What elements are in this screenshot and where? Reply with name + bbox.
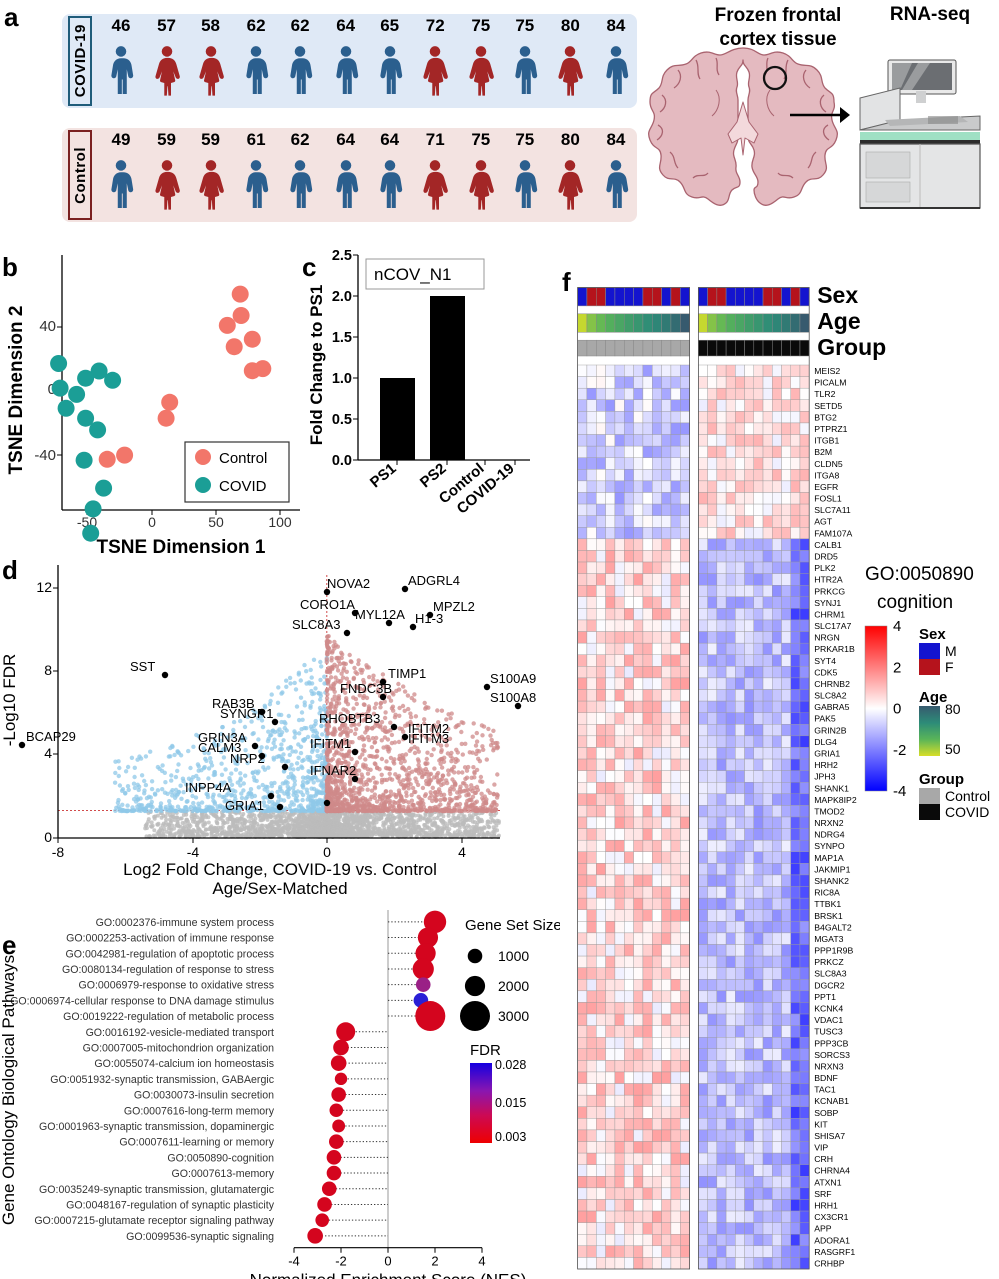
- svg-text:TSNE Dimension 2: TSNE Dimension 2: [6, 306, 27, 475]
- svg-text:GO:0007215-glutamate receptor: GO:0007215-glutamate receptor signaling …: [34, 1215, 274, 1227]
- svg-text:PICALM: PICALM: [814, 378, 846, 388]
- svg-text:INPP4A: INPP4A: [185, 780, 232, 795]
- svg-text:NRP2: NRP2: [230, 751, 265, 766]
- svg-text:0: 0: [323, 844, 331, 860]
- svg-text:0: 0: [384, 1254, 391, 1269]
- svg-text:GO:0007005-mitochondrion organ: GO:0007005-mitochondrion organization: [83, 1042, 275, 1054]
- svg-text:CORO1A: CORO1A: [300, 597, 355, 612]
- svg-text:-40: -40: [34, 447, 56, 464]
- svg-text:IFITM1: IFITM1: [310, 736, 351, 751]
- svg-text:GO:0006974-cellular response t: GO:0006974-cellular response to DNA dama…: [10, 995, 274, 1007]
- svg-text:0.028: 0.028: [495, 1058, 526, 1072]
- svg-text:0.015: 0.015: [495, 1096, 526, 1110]
- svg-text:BCAP29: BCAP29: [26, 729, 76, 744]
- svg-text:IFNAR2: IFNAR2: [310, 763, 356, 778]
- svg-text:FNDC3B: FNDC3B: [340, 681, 392, 696]
- svg-text:0: 0: [148, 514, 156, 530]
- svg-text:nCOV_N1: nCOV_N1: [374, 265, 451, 284]
- svg-text:GO:0035249-synaptic transmissi: GO:0035249-synaptic transmission, glutam…: [39, 1184, 275, 1196]
- svg-text:MYL12A: MYL12A: [355, 607, 405, 622]
- svg-text:SST: SST: [130, 659, 155, 674]
- svg-text:1.5: 1.5: [332, 330, 352, 346]
- svg-text:-4: -4: [288, 1254, 300, 1269]
- svg-text:TIMP1: TIMP1: [388, 666, 426, 681]
- svg-text:SLC8A3: SLC8A3: [292, 617, 340, 632]
- svg-text:SYNGR1: SYNGR1: [220, 706, 273, 721]
- svg-text:0.0: 0.0: [332, 453, 352, 469]
- svg-text:GO:0080134-regulation of respo: GO:0080134-regulation of response to str…: [62, 964, 274, 976]
- svg-text:Fold Change to PS1: Fold Change to PS1: [307, 285, 326, 446]
- svg-text:GO:0042981-regulation of apopt: GO:0042981-regulation of apoptotic proce…: [66, 948, 274, 960]
- svg-text:S100A9: S100A9: [490, 671, 536, 686]
- svg-text:Gene Ontology Biological Pathw: Gene Ontology Biological Pathways: [0, 955, 18, 1225]
- svg-text:RHOBTB3: RHOBTB3: [319, 711, 380, 726]
- svg-text:2: 2: [431, 1254, 438, 1269]
- svg-text:GO:0030073-insulin secretion: GO:0030073-insulin secretion: [134, 1090, 274, 1102]
- svg-text:2.5: 2.5: [332, 248, 352, 264]
- svg-text:-4: -4: [187, 844, 200, 860]
- svg-text:GO:0007613-memory: GO:0007613-memory: [172, 1168, 275, 1180]
- svg-text:Age: Age: [817, 308, 860, 334]
- svg-text:Log2 Fold Change, COVID-19 vs.: Log2 Fold Change, COVID-19 vs. Control: [123, 860, 437, 879]
- svg-text:ADGRL4: ADGRL4: [408, 573, 460, 588]
- svg-text:GO:0007611-learning or memory: GO:0007611-learning or memory: [119, 1137, 274, 1149]
- svg-text:GO:0016192-vesicle-mediated tr: GO:0016192-vesicle-mediated transport: [86, 1027, 274, 1039]
- svg-text:Control: Control: [219, 450, 267, 467]
- svg-text:TLR2: TLR2: [814, 389, 835, 399]
- svg-text:4: 4: [478, 1254, 485, 1269]
- svg-text:GO:0001963-synaptic transmissi: GO:0001963-synaptic transmission, dopami…: [39, 1121, 275, 1133]
- svg-text:-2: -2: [335, 1254, 347, 1269]
- svg-text:GO:0099536-synaptic signaling: GO:0099536-synaptic signaling: [126, 1231, 274, 1243]
- svg-text:GO:0002253-activation of immun: GO:0002253-activation of immune response: [66, 933, 274, 945]
- svg-text:GO:0051932-synaptic transmissi: GO:0051932-synaptic transmission, GABAer…: [50, 1074, 274, 1086]
- svg-text:Gene Set Size: Gene Set Size: [465, 917, 560, 934]
- svg-text:Age/Sex-Matched: Age/Sex-Matched: [212, 879, 347, 898]
- svg-text:MEIS2: MEIS2: [814, 366, 840, 376]
- svg-text:0.003: 0.003: [495, 1130, 526, 1144]
- svg-text:40: 40: [39, 318, 56, 335]
- svg-text:-Log10 FDR: -Log10 FDR: [0, 654, 19, 747]
- svg-text:Sex: Sex: [817, 282, 858, 308]
- svg-text:GO:0055074-calcium ion homeost: GO:0055074-calcium ion homeostasis: [94, 1058, 274, 1070]
- svg-text:FDR: FDR: [470, 1042, 501, 1059]
- svg-text:GO:0002376-immune system proce: GO:0002376-immune system process: [96, 917, 274, 929]
- svg-text:4: 4: [44, 745, 52, 761]
- svg-text:NOVA2: NOVA2: [327, 576, 370, 591]
- svg-text:8: 8: [44, 662, 52, 678]
- svg-text:S100A8: S100A8: [490, 690, 536, 705]
- svg-text:IFITM3: IFITM3: [408, 731, 449, 746]
- svg-text:PS1: PS1: [367, 460, 400, 491]
- svg-text:GO:0006979-response to oxidati: GO:0006979-response to oxidative stress: [78, 980, 274, 992]
- svg-text:GRIA1: GRIA1: [225, 798, 264, 813]
- svg-text:100: 100: [268, 514, 292, 530]
- svg-text:COVID: COVID: [219, 478, 267, 495]
- svg-text:1.0: 1.0: [332, 371, 352, 387]
- svg-text:50: 50: [208, 514, 224, 530]
- svg-text:GO:0007616-long-term memory: GO:0007616-long-term memory: [124, 1105, 275, 1117]
- svg-text:GO:0048167-regulation of synap: GO:0048167-regulation of synaptic plasti…: [66, 1199, 275, 1211]
- svg-text:Group: Group: [817, 334, 886, 360]
- svg-text:GO:0050890-cognition: GO:0050890-cognition: [167, 1152, 274, 1164]
- svg-text:4: 4: [458, 844, 466, 860]
- svg-text:GO:0019222-regulation of metab: GO:0019222-regulation of metabolic proce…: [63, 1011, 274, 1023]
- svg-text:0: 0: [44, 829, 52, 845]
- svg-text:H1-3: H1-3: [415, 611, 443, 626]
- svg-text:2000: 2000: [498, 978, 529, 994]
- svg-text:2.0: 2.0: [332, 289, 352, 305]
- svg-text:12: 12: [36, 579, 52, 595]
- svg-text:0.5: 0.5: [332, 412, 352, 428]
- svg-text:1000: 1000: [498, 948, 529, 964]
- svg-text:Normalized Enrichment Score (N: Normalized Enrichment Score (NES): [250, 1271, 527, 1279]
- svg-text:3000: 3000: [498, 1008, 529, 1024]
- svg-text:-8: -8: [52, 844, 65, 860]
